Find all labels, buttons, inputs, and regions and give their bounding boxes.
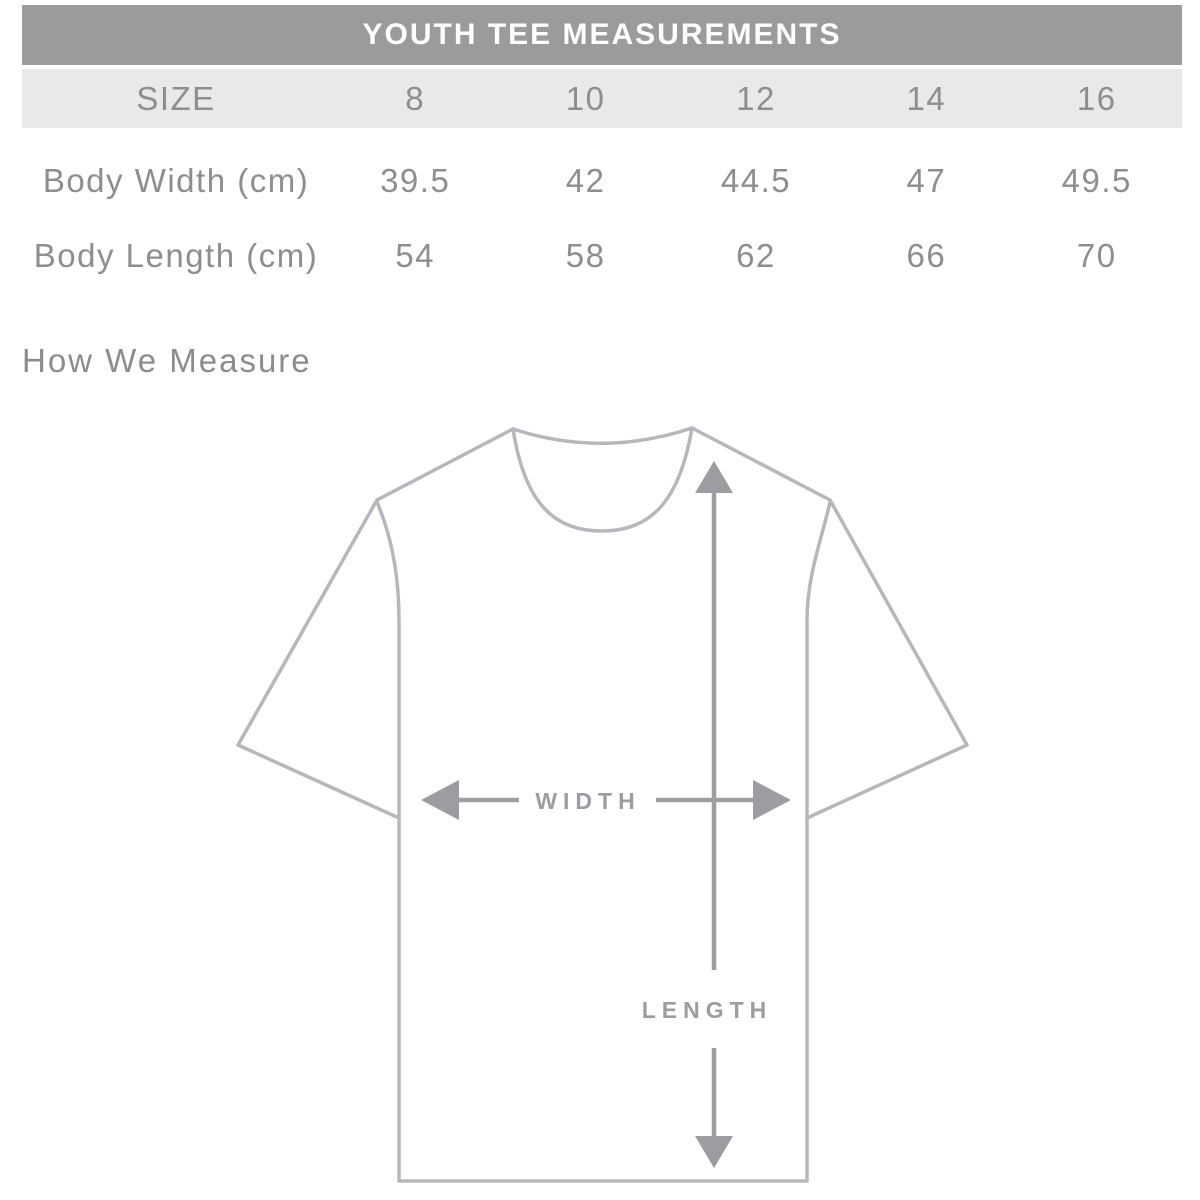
body-width-value: 47 [906,162,947,199]
size-header-row: SIZE 8 10 12 14 16 [22,69,1182,128]
size-col-3: 12 [736,79,776,117]
body-length-value: 54 [395,237,436,274]
body-width-value: 44.5 [720,162,792,199]
body-length-value: 58 [565,237,606,274]
collar-neckline [511,426,694,533]
row-label: Body Width (cm) [42,162,310,199]
width-arrow-label: WIDTH [535,788,640,814]
arrow-left-icon [421,780,459,820]
length-arrow: LENGTH [642,461,773,1168]
row-label: Body Length (cm) [33,237,319,274]
arrow-up-icon [695,461,733,493]
tee-measurement-diagram: LENGTH WIDTH [236,426,969,1183]
tee-outline [236,426,969,1183]
how-we-measure-heading: How We Measure [22,342,312,379]
table-title-bar: YOUTH TEE MEASUREMENTS [22,5,1182,65]
body-length-value: 70 [1076,237,1117,274]
table-title: YOUTH TEE MEASUREMENTS [362,18,842,51]
body-outline [375,500,832,1183]
body-length-value: 62 [736,237,776,274]
left-sleeve-outline [236,427,515,820]
body-width-value: 39.5 [380,162,451,199]
size-row-label: SIZE [136,79,216,117]
length-arrow-label: LENGTH [642,997,773,1023]
body-length-value: 66 [906,237,947,274]
collar-back-line [511,426,694,445]
measurements-table: YOUTH TEE MEASUREMENTS SIZE 8 10 12 14 1… [22,5,1182,286]
body-width-value: 49.5 [1061,162,1132,199]
size-col-1: 8 [405,79,426,117]
size-col-5: 16 [1076,79,1117,117]
arrow-right-icon [753,780,791,820]
size-col-4: 14 [906,79,947,117]
body-width-value: 42 [565,162,606,199]
table-row: Body Width (cm) 39.5 42 44.5 47 49.5 [22,151,1182,211]
table-row: Body Length (cm) 54 58 62 66 70 [22,226,1182,286]
width-arrow: WIDTH [421,780,791,820]
size-col-2: 10 [565,79,606,117]
right-sleeve-outline [690,426,969,820]
arrow-down-icon [695,1136,733,1168]
